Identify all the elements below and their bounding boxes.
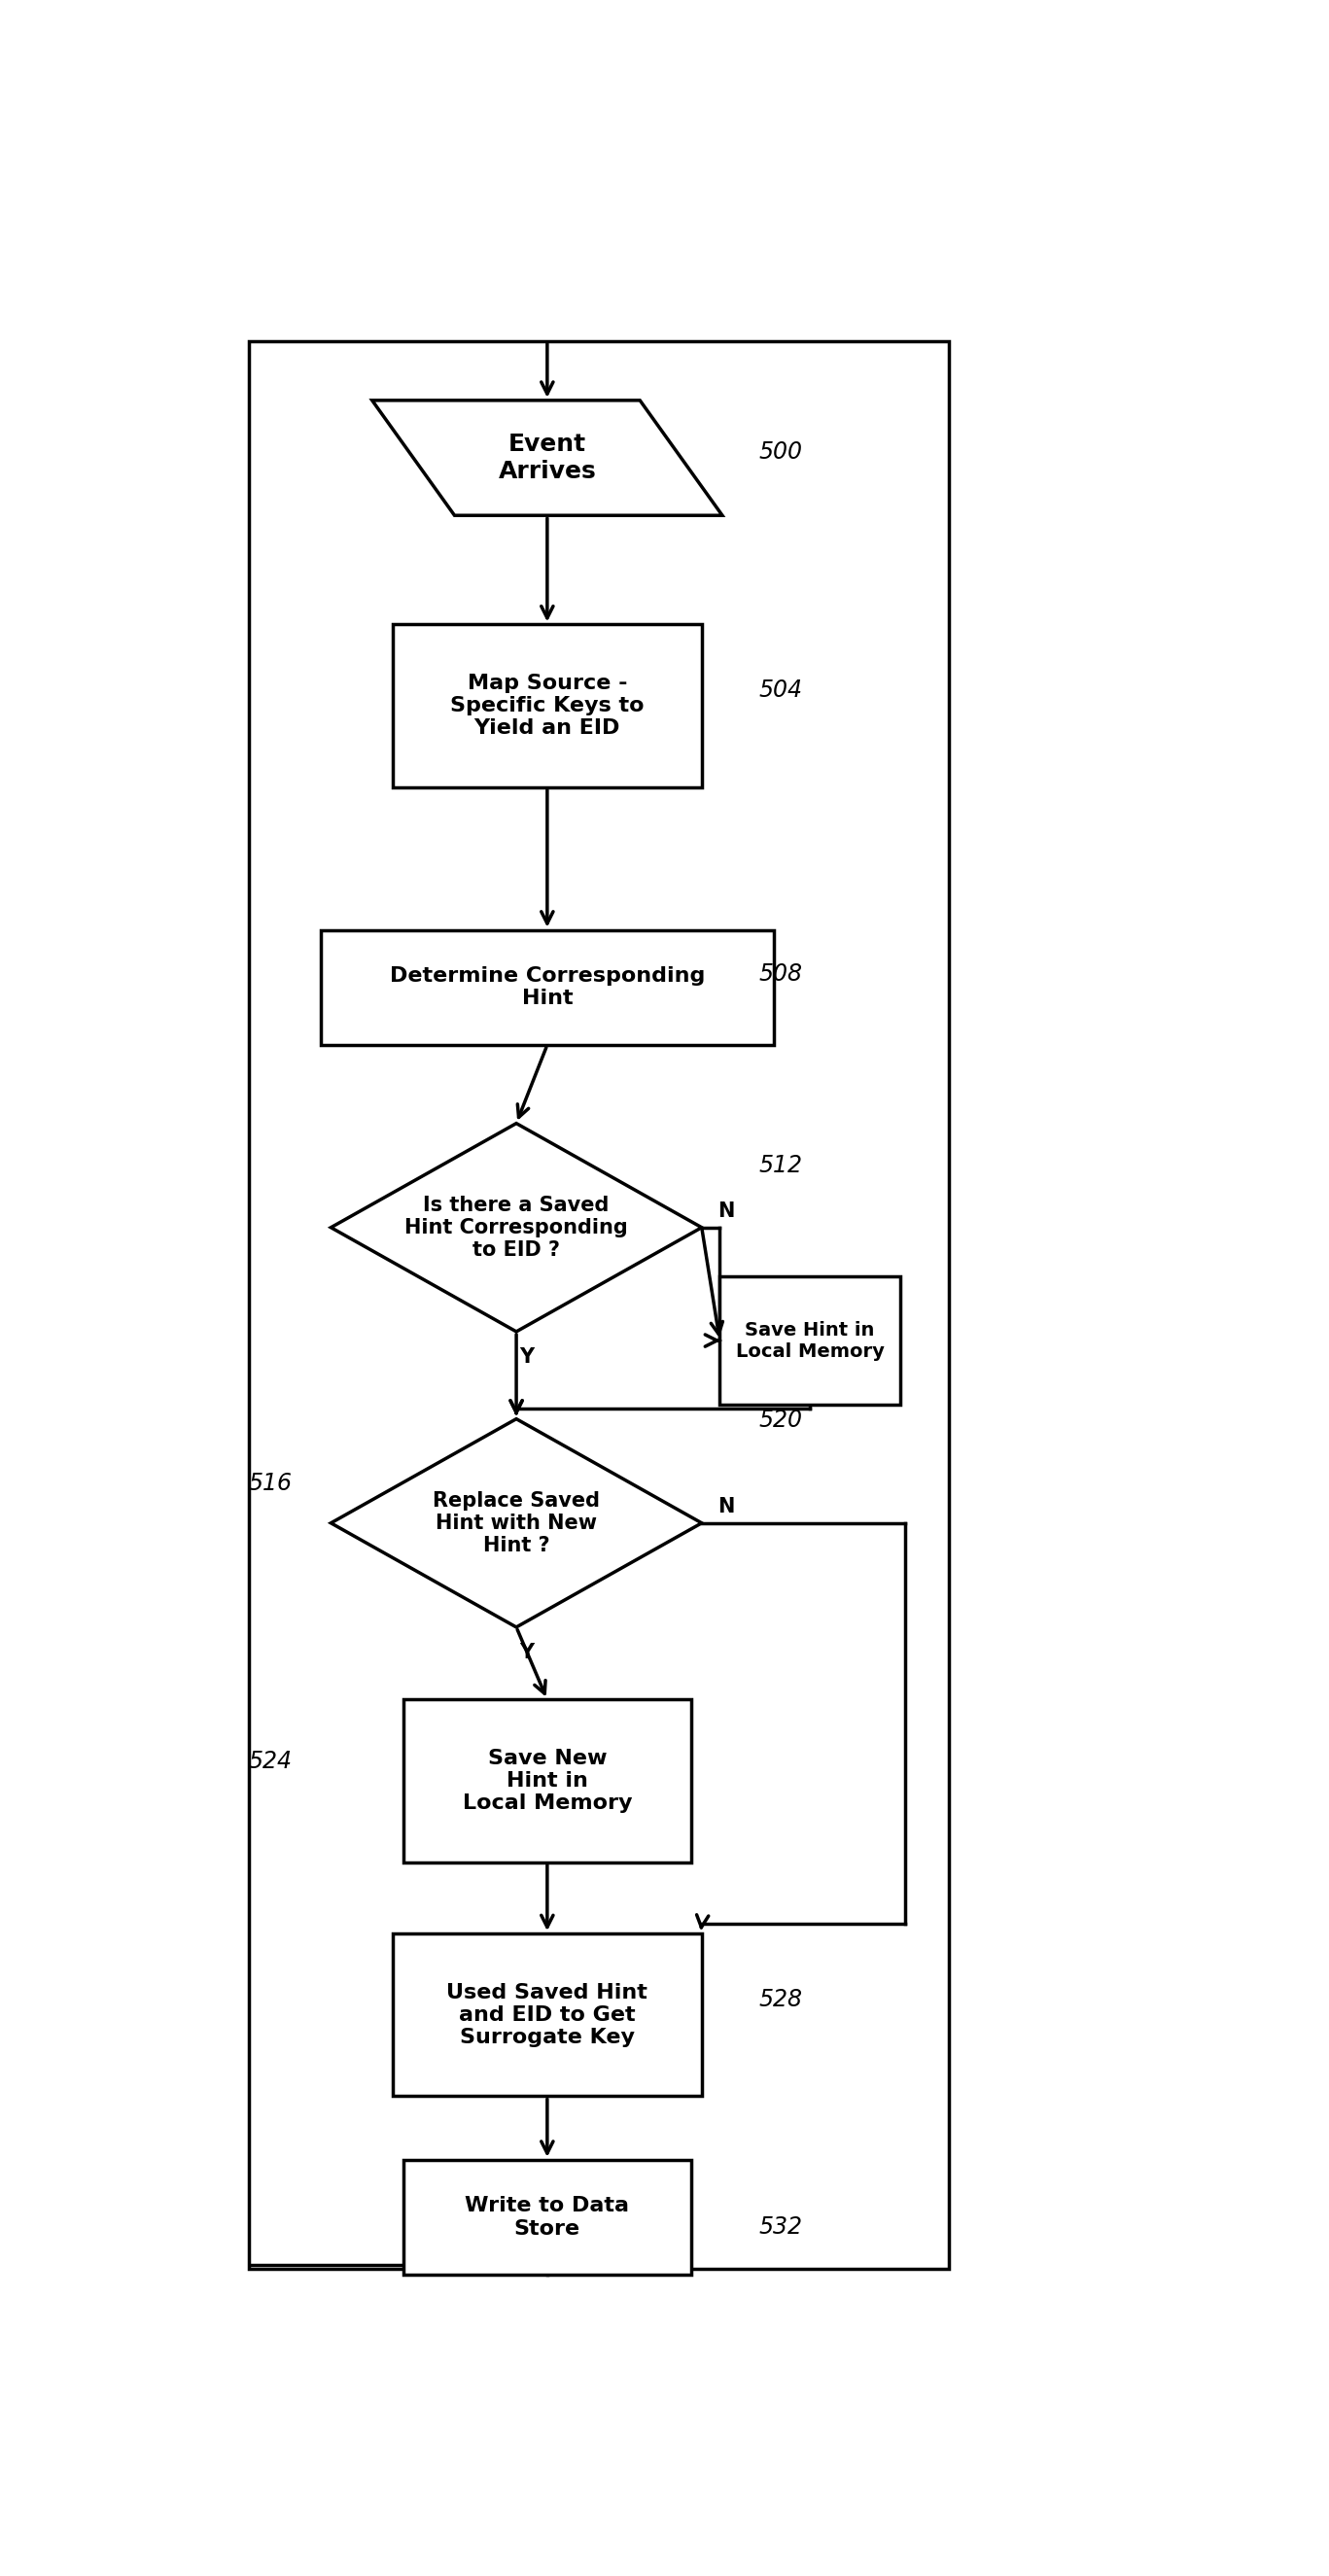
Text: Used Saved Hint
and EID to Get
Surrogate Key: Used Saved Hint and EID to Get Surrogate… xyxy=(447,1984,647,2048)
Text: Save Hint in
Local Memory: Save Hint in Local Memory xyxy=(735,1321,884,1360)
Text: 508: 508 xyxy=(759,961,803,984)
FancyBboxPatch shape xyxy=(403,2159,691,2275)
FancyBboxPatch shape xyxy=(393,1935,702,2097)
Text: Save New
Hint in
Local Memory: Save New Hint in Local Memory xyxy=(462,1749,633,1814)
Text: 504: 504 xyxy=(759,677,803,701)
Text: Map Source -
Specific Keys to
Yield an EID: Map Source - Specific Keys to Yield an E… xyxy=(451,672,645,739)
Text: Event
Arrives: Event Arrives xyxy=(498,433,597,484)
Text: N: N xyxy=(718,1203,734,1221)
FancyBboxPatch shape xyxy=(403,1700,691,1862)
Text: Write to Data
Store: Write to Data Store xyxy=(465,2197,630,2239)
FancyBboxPatch shape xyxy=(720,1275,900,1404)
Text: 524: 524 xyxy=(249,1749,292,1772)
Polygon shape xyxy=(331,1123,702,1332)
Text: Y: Y xyxy=(520,1643,534,1662)
Text: N: N xyxy=(718,1497,734,1517)
Text: Y: Y xyxy=(520,1347,534,1368)
Text: 516: 516 xyxy=(249,1471,292,1494)
FancyBboxPatch shape xyxy=(393,623,702,788)
Text: 520: 520 xyxy=(759,1409,803,1432)
Text: Is there a Saved
Hint Corresponding
to EID ?: Is there a Saved Hint Corresponding to E… xyxy=(404,1195,629,1260)
Polygon shape xyxy=(372,399,723,515)
Text: 500: 500 xyxy=(759,440,803,464)
Text: 532: 532 xyxy=(759,2215,803,2239)
Text: Replace Saved
Hint with New
Hint ?: Replace Saved Hint with New Hint ? xyxy=(433,1492,599,1556)
FancyBboxPatch shape xyxy=(320,930,773,1046)
Text: Determine Corresponding
Hint: Determine Corresponding Hint xyxy=(389,966,704,1007)
Text: 528: 528 xyxy=(759,1989,803,2012)
Polygon shape xyxy=(331,1419,702,1628)
Text: 512: 512 xyxy=(759,1154,803,1177)
